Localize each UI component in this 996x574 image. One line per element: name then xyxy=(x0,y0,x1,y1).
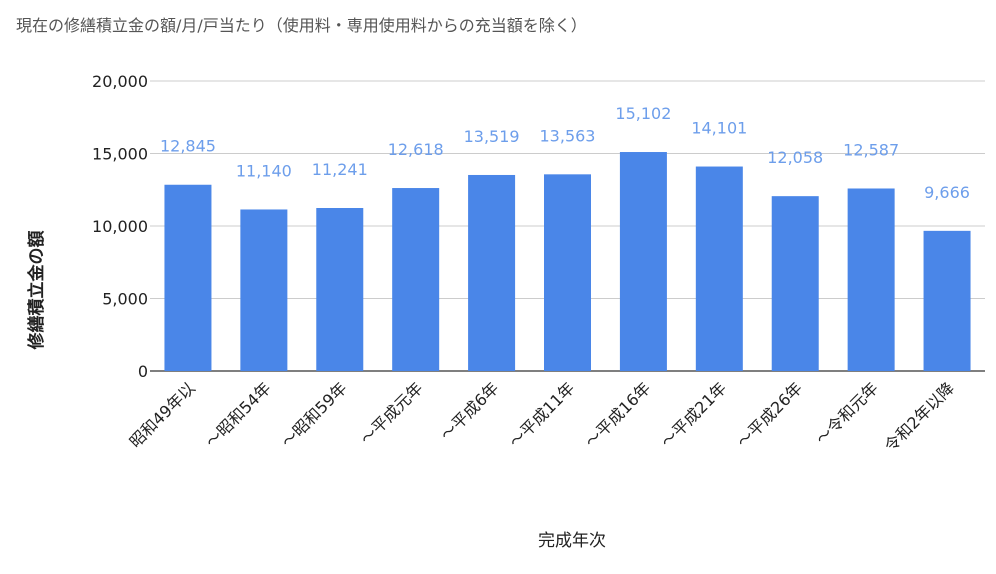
bars xyxy=(164,152,971,371)
x-tick-label: ～平成元年 xyxy=(356,378,426,448)
y-tick-label: 15,000 xyxy=(92,145,148,164)
data-label: 12,618 xyxy=(388,140,444,159)
chart-title: 現在の修繕積立金の額/月/戸当たり（使用料・専用使用料からの充当額を除く） xyxy=(16,16,587,35)
x-tick-label: 令和2年以降 xyxy=(881,378,958,455)
data-labels: 12,845 11,140 11,241 12,618 13,519 13,563 15,1… xyxy=(160,104,970,202)
bar xyxy=(392,188,440,371)
x-axis-ticks: 昭和49年以 ～昭和54年 ～昭和59年 ～平成元年 ～平成6年 ～平成11年 ～平成16年… xyxy=(126,378,958,455)
x-tick-label: ～平成26年 xyxy=(733,378,806,451)
bar xyxy=(771,196,819,371)
data-label: 14,101 xyxy=(691,119,747,138)
data-label: 11,241 xyxy=(312,160,368,179)
x-tick-label: ～昭和54年 xyxy=(202,378,275,451)
bar xyxy=(923,230,971,371)
y-tick-label: 10,000 xyxy=(92,217,148,236)
data-label: 9,666 xyxy=(924,183,970,202)
y-axis-ticks: 0 5,000 10,000 15,000 20,000 xyxy=(92,72,148,381)
bar xyxy=(619,152,667,371)
data-label: 13,519 xyxy=(464,127,520,146)
x-tick-label: ～昭和59年 xyxy=(278,378,351,451)
bar xyxy=(468,174,516,371)
y-axis-label: 修繕積立金の額 xyxy=(26,231,47,351)
x-tick-label: ～平成21年 xyxy=(657,378,730,451)
x-tick-label: 昭和49年以 xyxy=(126,378,199,451)
x-tick-label: ～平成16年 xyxy=(581,378,654,451)
data-label: 12,845 xyxy=(160,137,216,156)
data-label: 15,102 xyxy=(615,104,671,123)
x-tick-label: ～平成6年 xyxy=(437,378,503,444)
bar xyxy=(847,188,895,371)
bar xyxy=(164,184,212,371)
data-label: 12,587 xyxy=(843,140,899,159)
bar xyxy=(695,166,743,371)
bar xyxy=(240,209,288,371)
bar xyxy=(316,208,364,371)
x-tick-label: ～平成11年 xyxy=(505,378,578,451)
y-tick-label: 5,000 xyxy=(102,290,148,309)
x-axis-label: 完成年次 xyxy=(538,531,606,551)
bar xyxy=(544,174,591,371)
data-label: 13,563 xyxy=(540,126,596,145)
x-tick-label: ～令和元年 xyxy=(812,378,882,448)
data-label: 11,140 xyxy=(236,161,292,180)
data-label: 12,058 xyxy=(767,148,823,167)
y-tick-label: 0 xyxy=(138,362,148,381)
y-tick-label: 20,000 xyxy=(92,72,148,91)
